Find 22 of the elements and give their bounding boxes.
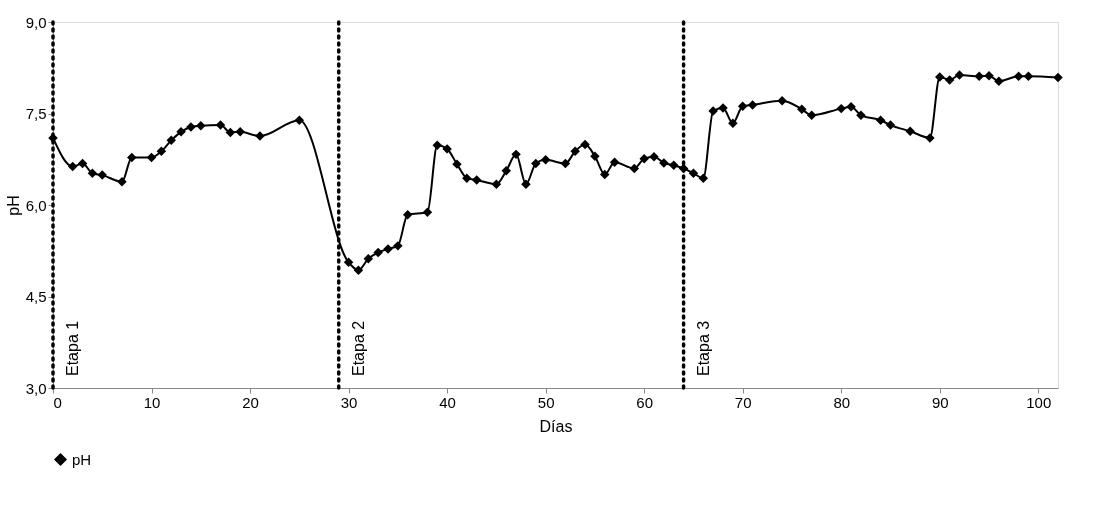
ref-line-label: Etapa 2 xyxy=(349,320,367,376)
ref-line-label: Etapa 1 xyxy=(64,320,81,376)
legend-label: pH xyxy=(72,450,92,468)
x-tick-label: 50 xyxy=(537,393,555,411)
x-tick-label: 20 xyxy=(242,393,259,411)
x-tick-label: 70 xyxy=(734,393,752,411)
x-tick-label: 0 xyxy=(53,393,62,411)
y-axis-title: pH xyxy=(4,195,22,216)
y-tick-label: 4,5 xyxy=(25,288,47,305)
y-tick-label: 6,0 xyxy=(25,196,47,214)
x-tick-label: 80 xyxy=(833,393,851,411)
y-tick-label: 3,0 xyxy=(25,379,47,397)
y-tick-label: 7,5 xyxy=(25,105,47,122)
x-tick-label: 60 xyxy=(636,393,654,411)
x-tick-label: 100 xyxy=(1026,393,1052,411)
y-tick-label: 9,0 xyxy=(25,13,47,31)
x-axis-title: Días xyxy=(539,417,573,435)
x-tick-label: 30 xyxy=(340,393,358,411)
x-tick-label: 40 xyxy=(439,393,456,411)
x-tick-label: 10 xyxy=(143,393,161,411)
x-tick-label: 90 xyxy=(931,393,949,411)
ref-line-label: Etapa 3 xyxy=(694,320,712,376)
